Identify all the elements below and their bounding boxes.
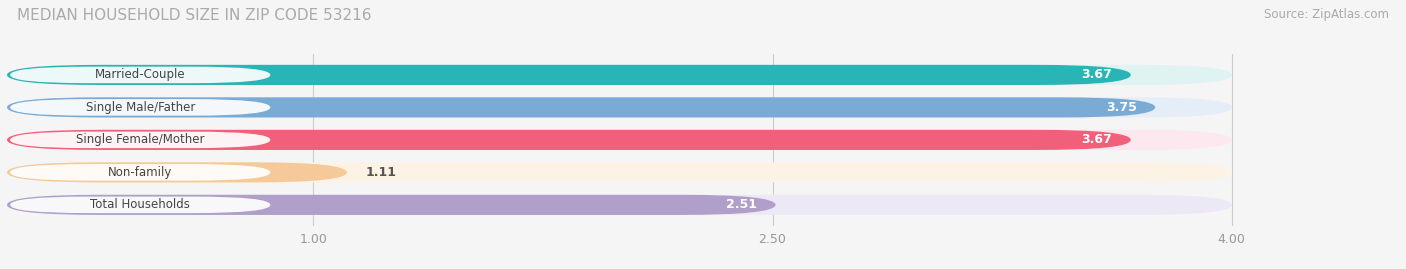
Text: Source: ZipAtlas.com: Source: ZipAtlas.com [1264, 8, 1389, 21]
FancyBboxPatch shape [7, 130, 1232, 150]
FancyBboxPatch shape [10, 132, 270, 148]
Text: MEDIAN HOUSEHOLD SIZE IN ZIP CODE 53216: MEDIAN HOUSEHOLD SIZE IN ZIP CODE 53216 [17, 8, 371, 23]
Text: Single Male/Father: Single Male/Father [86, 101, 195, 114]
FancyBboxPatch shape [7, 162, 347, 182]
FancyBboxPatch shape [7, 97, 1232, 118]
Text: 1.11: 1.11 [366, 166, 396, 179]
Text: 3.67: 3.67 [1081, 133, 1112, 146]
FancyBboxPatch shape [7, 65, 1232, 85]
FancyBboxPatch shape [7, 162, 1232, 182]
FancyBboxPatch shape [10, 164, 270, 180]
FancyBboxPatch shape [10, 67, 270, 83]
FancyBboxPatch shape [7, 195, 1232, 215]
Text: 2.51: 2.51 [727, 198, 758, 211]
Text: Married-Couple: Married-Couple [96, 68, 186, 82]
Text: Single Female/Mother: Single Female/Mother [76, 133, 204, 146]
Text: 3.67: 3.67 [1081, 68, 1112, 82]
FancyBboxPatch shape [7, 65, 1130, 85]
Text: Total Households: Total Households [90, 198, 190, 211]
FancyBboxPatch shape [10, 99, 270, 116]
FancyBboxPatch shape [7, 130, 1130, 150]
Text: 3.75: 3.75 [1107, 101, 1137, 114]
FancyBboxPatch shape [7, 97, 1156, 118]
Text: Non-family: Non-family [108, 166, 173, 179]
FancyBboxPatch shape [7, 195, 776, 215]
FancyBboxPatch shape [10, 197, 270, 213]
